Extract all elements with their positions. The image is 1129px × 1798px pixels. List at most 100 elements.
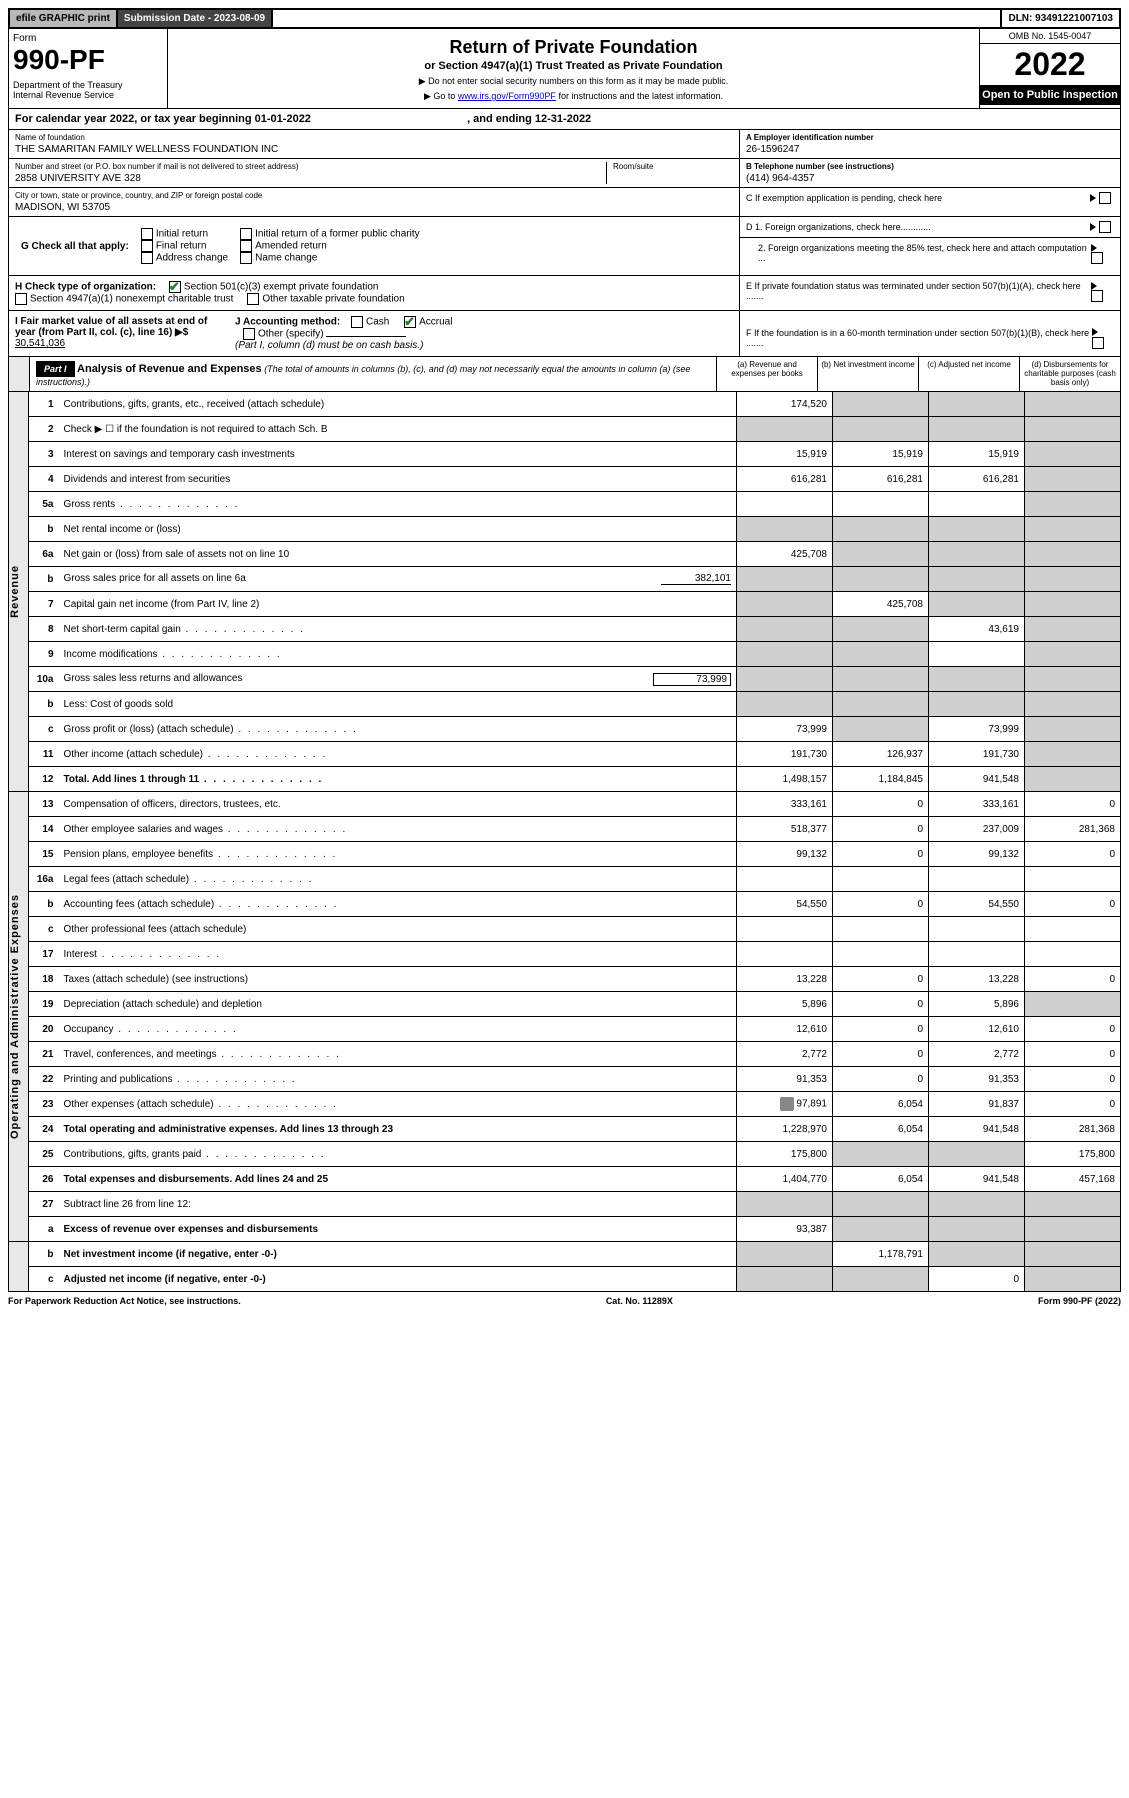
d1-checkbox[interactable]	[1099, 221, 1111, 233]
d2-checkbox[interactable]	[1091, 252, 1103, 264]
501c3-checkbox[interactable]	[169, 281, 181, 293]
foundation-name: THE SAMARITAN FAMILY WELLNESS FOUNDATION…	[15, 144, 733, 155]
row-12: 12Total. Add lines 1 through 111,498,157…	[9, 767, 1121, 792]
address-label: Number and street (or P.O. box number if…	[15, 162, 606, 171]
row-27: 27Subtract line 26 from line 12:	[9, 1192, 1121, 1217]
instr-2: ▶ Go to www.irs.gov/Form990PF for instru…	[174, 91, 973, 102]
i-label: I Fair market value of all assets at end…	[15, 316, 207, 338]
identity-left: Name of foundation THE SAMARITAN FAMILY …	[9, 130, 739, 216]
section-e: E If private foundation status was termi…	[739, 276, 1120, 310]
row-14: 14Other employee salaries and wages518,3…	[9, 817, 1121, 842]
city: MADISON, WI 53705	[15, 202, 733, 213]
footer-mid: Cat. No. 11289X	[606, 1296, 673, 1306]
row-27c: cAdjusted net income (if negative, enter…	[9, 1267, 1121, 1292]
col-b-head: (b) Net investment income	[817, 357, 918, 391]
g-d-block: G Check all that apply: Initial return F…	[8, 217, 1121, 276]
part1-header-row: Part I Analysis of Revenue and Expenses …	[8, 357, 1121, 392]
form-label: Form	[13, 33, 163, 44]
row-6b: bGross sales price for all assets on lin…	[9, 567, 1121, 592]
g-label: G Check all that apply:	[21, 241, 129, 252]
submission-date: Submission Date - 2023-08-09	[118, 10, 273, 27]
row-27b: bNet investment income (if negative, ent…	[9, 1242, 1121, 1267]
row-17: 17Interest	[9, 942, 1121, 967]
row-27a: aExcess of revenue over expenses and dis…	[9, 1217, 1121, 1242]
foundation-name-label: Name of foundation	[15, 133, 733, 142]
amended-return-checkbox[interactable]	[240, 240, 252, 252]
row-26: 26Total expenses and disbursements. Add …	[9, 1167, 1121, 1192]
cash-checkbox[interactable]	[351, 316, 363, 328]
arrow-icon	[1091, 282, 1097, 290]
row-24: 24Total operating and administrative exp…	[9, 1117, 1121, 1142]
col-d-head: (d) Disbursements for charitable purpose…	[1019, 357, 1120, 391]
irs-link[interactable]: www.irs.gov/Form990PF	[458, 91, 556, 101]
final-return-checkbox[interactable]	[141, 240, 153, 252]
d1-label: D 1. Foreign organizations, check here..…	[746, 222, 931, 232]
part1-label: Part I	[36, 361, 75, 377]
phone: (414) 964-4357	[746, 173, 1114, 184]
row-4: 4Dividends and interest from securities6…	[9, 467, 1121, 492]
other-taxable-checkbox[interactable]	[247, 293, 259, 305]
row-11: 11Other income (attach schedule)191,7301…	[9, 742, 1121, 767]
arrow-icon	[1092, 328, 1098, 336]
other-method-checkbox[interactable]	[243, 328, 255, 340]
section-f: F If the foundation is in a 60-month ter…	[739, 311, 1120, 356]
department: Department of the Treasury Internal Reve…	[13, 80, 163, 100]
ein-label: A Employer identification number	[746, 133, 1114, 142]
section-ij: I Fair market value of all assets at end…	[9, 311, 739, 356]
identity-right: A Employer identification number 26-1596…	[739, 130, 1120, 216]
omb-number: OMB No. 1545-0047	[980, 29, 1120, 44]
col-c-head: (c) Adjusted net income	[918, 357, 1019, 391]
row-13: Operating and Administrative Expenses 13…	[9, 792, 1121, 817]
header-center: Return of Private Foundation or Section …	[168, 29, 979, 108]
form-number: 990-PF	[13, 44, 163, 76]
row-6a: 6aNet gain or (loss) from sale of assets…	[9, 542, 1121, 567]
section-h: H Check type of organization: Section 50…	[9, 276, 739, 310]
d2-label: 2. Foreign organizations meeting the 85%…	[746, 243, 1091, 263]
row-15: 15Pension plans, employee benefits99,132…	[9, 842, 1121, 867]
arrow-icon	[1091, 244, 1097, 252]
city-label: City or town, state or province, country…	[15, 191, 733, 200]
c-checkbox[interactable]	[1099, 192, 1111, 204]
4947-checkbox[interactable]	[15, 293, 27, 305]
row-16a: 16aLegal fees (attach schedule)	[9, 867, 1121, 892]
part1-title: Analysis of Revenue and Expenses	[77, 363, 262, 375]
ein: 26-1596247	[746, 144, 1114, 155]
form-title: Return of Private Foundation	[174, 37, 973, 58]
accrual-checkbox[interactable]	[404, 316, 416, 328]
col-a-head: (a) Revenue and expenses per books	[716, 357, 817, 391]
header-right: OMB No. 1545-0047 2022 Open to Public In…	[979, 29, 1120, 108]
dln: DLN: 93491221007103	[1000, 10, 1119, 27]
footer-right: Form 990-PF (2022)	[1038, 1296, 1121, 1306]
address-change-checkbox[interactable]	[141, 252, 153, 264]
c-label: C If exemption application is pending, c…	[746, 193, 942, 203]
name-change-checkbox[interactable]	[240, 252, 252, 264]
row-10c: cGross profit or (loss) (attach schedule…	[9, 717, 1121, 742]
open-inspection: Open to Public Inspection	[980, 85, 1120, 105]
arrow-icon	[1090, 223, 1096, 231]
footer-left: For Paperwork Reduction Act Notice, see …	[8, 1296, 241, 1306]
phone-label: B Telephone number (see instructions)	[746, 162, 1114, 171]
j-note: (Part I, column (d) must be on cash basi…	[235, 340, 423, 351]
section-g: G Check all that apply: Initial return F…	[9, 217, 739, 275]
section-d: D 1. Foreign organizations, check here..…	[739, 217, 1120, 275]
header-left: Form 990-PF Department of the Treasury I…	[9, 29, 168, 108]
e-label: E If private foundation status was termi…	[746, 281, 1091, 301]
row-9: 9Income modifications	[9, 642, 1121, 667]
h-e-block: H Check type of organization: Section 50…	[8, 276, 1121, 311]
row-5a: 5aGross rents	[9, 492, 1121, 517]
efile-label: efile GRAPHIC print	[10, 10, 118, 27]
initial-return-checkbox[interactable]	[141, 228, 153, 240]
row-20: 20Occupancy12,610012,6100	[9, 1017, 1121, 1042]
row-7: 7Capital gain net income (from Part IV, …	[9, 592, 1121, 617]
f-checkbox[interactable]	[1092, 337, 1104, 349]
address: 2858 UNIVERSITY AVE 328	[15, 173, 606, 184]
row-16c: cOther professional fees (attach schedul…	[9, 917, 1121, 942]
part1-table: Revenue 1 Contributions, gifts, grants, …	[8, 392, 1121, 1292]
attachment-icon[interactable]	[780, 1097, 794, 1111]
j-label: J Accounting method:	[235, 317, 340, 328]
row-2: 2Check ▶ ☐ if the foundation is not requ…	[9, 417, 1121, 442]
former-charity-checkbox[interactable]	[240, 228, 252, 240]
instr-1: ▶ Do not enter social security numbers o…	[174, 76, 973, 87]
row-25: 25Contributions, gifts, grants paid175,8…	[9, 1142, 1121, 1167]
e-checkbox[interactable]	[1091, 290, 1103, 302]
